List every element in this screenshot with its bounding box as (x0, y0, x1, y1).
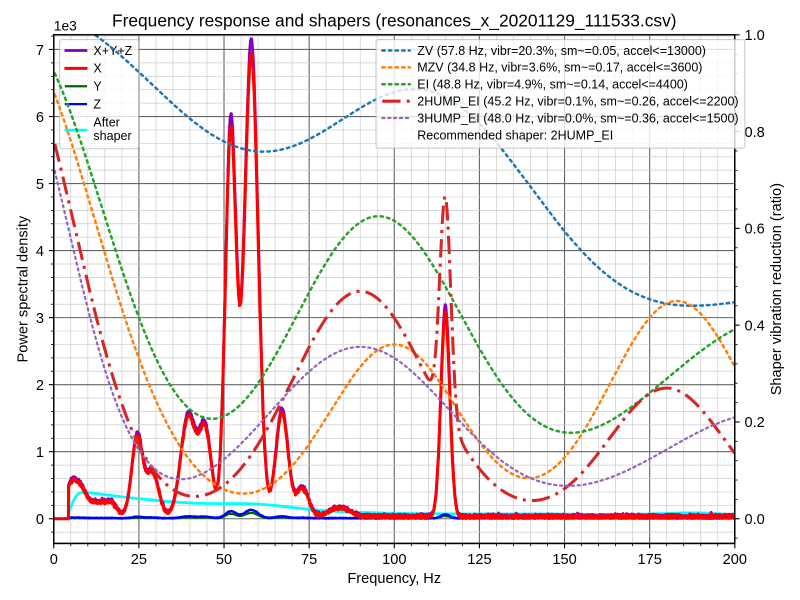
svg-text:4: 4 (36, 244, 44, 260)
svg-text:Frequency, Hz: Frequency, Hz (347, 571, 441, 587)
svg-text:0: 0 (36, 512, 44, 528)
svg-text:0.6: 0.6 (745, 222, 765, 238)
svg-text:0.0: 0.0 (745, 512, 765, 528)
svg-text:7: 7 (36, 43, 44, 59)
svg-text:1e3: 1e3 (54, 18, 77, 34)
svg-text:50: 50 (216, 552, 232, 568)
svg-text:125: 125 (467, 552, 491, 568)
svg-text:Recommended shaper: 2HUMP_EI: Recommended shaper: 2HUMP_EI (417, 128, 613, 142)
svg-text:0.2: 0.2 (745, 415, 765, 431)
svg-text:0: 0 (50, 552, 58, 568)
svg-text:200: 200 (723, 552, 747, 568)
svg-text:25: 25 (131, 552, 147, 568)
svg-text:75: 75 (301, 552, 317, 568)
svg-text:X+Y+Z: X+Y+Z (93, 44, 132, 58)
svg-text:1.0: 1.0 (745, 28, 765, 44)
svg-text:2: 2 (36, 378, 44, 394)
svg-text:5: 5 (36, 177, 44, 193)
svg-text:3HUMP_EI (48.0 Hz, vibr=0.0%,: 3HUMP_EI (48.0 Hz, vibr=0.0%, sm~=0.36, … (417, 111, 738, 125)
svg-text:175: 175 (638, 552, 662, 568)
svg-text:MZV (34.8 Hz, vibr=3.6%, sm~=0: MZV (34.8 Hz, vibr=3.6%, sm~=0.17, accel… (417, 61, 702, 75)
svg-text:Power spectral density: Power spectral density (15, 215, 31, 362)
svg-text:ZV (57.8 Hz, vibr=20.3%, sm~=0: ZV (57.8 Hz, vibr=20.3%, sm~=0.05, accel… (417, 44, 706, 58)
svg-text:0.8: 0.8 (745, 125, 765, 141)
svg-text:shaper: shaper (93, 129, 131, 143)
svg-text:After: After (93, 115, 119, 129)
svg-text:Z: Z (93, 98, 101, 112)
svg-text:0.4: 0.4 (745, 318, 765, 334)
svg-text:1: 1 (36, 445, 44, 461)
svg-text:100: 100 (382, 552, 406, 568)
svg-text:Frequency response and shapers: Frequency response and shapers (resonanc… (112, 10, 677, 30)
svg-text:3: 3 (36, 311, 44, 327)
svg-text:Shaper vibration reduction (ra: Shaper vibration reduction (ratio) (769, 183, 785, 395)
svg-text:EI (48.8 Hz, vibr=4.9%, sm~=0.: EI (48.8 Hz, vibr=4.9%, sm~=0.14, accel<… (417, 78, 688, 92)
svg-text:Y: Y (93, 80, 102, 94)
svg-text:2HUMP_EI (45.2 Hz, vibr=0.1%,: 2HUMP_EI (45.2 Hz, vibr=0.1%, sm~=0.26, … (417, 95, 738, 109)
svg-text:X: X (93, 62, 102, 76)
svg-text:150: 150 (552, 552, 576, 568)
svg-text:6: 6 (36, 110, 44, 126)
